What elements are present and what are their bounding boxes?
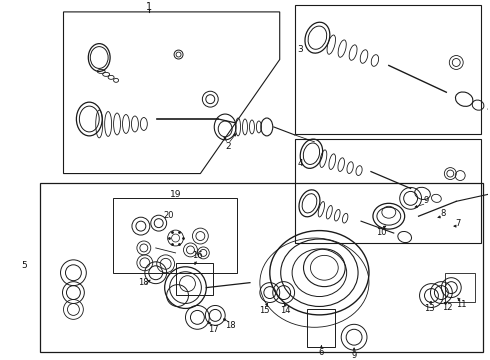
Text: 3: 3: [297, 45, 303, 54]
Text: 13: 13: [424, 304, 435, 313]
Text: 9: 9: [424, 196, 429, 205]
Text: 2: 2: [225, 142, 231, 151]
Bar: [40, 184, 483, 352]
Text: 5: 5: [21, 261, 27, 270]
Text: 7: 7: [456, 219, 461, 228]
Bar: [308, 310, 335, 347]
Text: 11: 11: [456, 300, 466, 309]
Text: 18: 18: [139, 278, 149, 287]
Text: 17: 17: [208, 325, 219, 334]
Text: 18: 18: [225, 321, 235, 330]
Text: 20: 20: [163, 211, 174, 220]
Text: 10: 10: [376, 228, 386, 237]
Bar: [175, 263, 213, 294]
Text: 6: 6: [318, 348, 324, 357]
Bar: [113, 198, 237, 273]
Text: 14: 14: [280, 306, 291, 315]
Bar: [445, 273, 475, 302]
Text: 4: 4: [297, 159, 303, 168]
Text: 19: 19: [170, 190, 181, 199]
Text: 8: 8: [441, 209, 446, 218]
Text: 1: 1: [146, 2, 152, 12]
Text: 16: 16: [192, 251, 203, 260]
Bar: [294, 5, 481, 134]
Bar: [294, 139, 481, 243]
Text: 15: 15: [260, 306, 270, 315]
Text: 12: 12: [442, 303, 453, 312]
Text: 9: 9: [351, 351, 357, 360]
